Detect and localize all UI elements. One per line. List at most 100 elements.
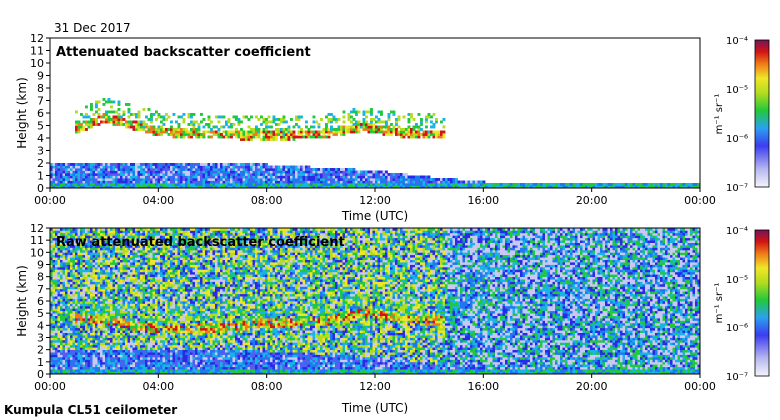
heatmap-cell	[67, 262, 71, 265]
heatmap-cell	[72, 245, 76, 248]
heatmap-cell	[362, 180, 366, 184]
heatmap-cell	[72, 269, 76, 273]
heatmap-cell	[150, 271, 153, 275]
heatmap-cell	[412, 133, 416, 136]
heatmap-cell	[107, 337, 111, 341]
heatmap-cell	[102, 371, 106, 375]
heatmap-cell	[185, 133, 188, 136]
heatmap-cell	[87, 228, 91, 231]
colorbar-tick: 10⁻⁷	[726, 183, 748, 194]
heatmap-cell	[395, 123, 398, 126]
heatmap-cell	[52, 180, 56, 184]
heatmap-cell	[85, 361, 88, 365]
heatmap-cell	[82, 320, 86, 324]
heatmap-cell	[247, 168, 251, 171]
heatmap-cell	[65, 247, 68, 251]
heatmap-cell	[107, 173, 111, 176]
heatmap-cell	[52, 313, 56, 316]
heatmap-cell	[150, 369, 153, 372]
heatmap-cell	[142, 318, 146, 321]
colorbar-tick: 10⁻⁶	[726, 134, 748, 145]
heatmap-cell	[142, 310, 146, 314]
heatmap-cell	[152, 113, 156, 116]
heatmap-cell	[87, 325, 91, 329]
heatmap-cell	[132, 366, 136, 370]
heatmap-cell	[147, 303, 151, 307]
heatmap-cell	[140, 288, 143, 292]
heatmap-cell	[90, 108, 93, 111]
heatmap-cell	[120, 276, 123, 280]
heatmap-cell	[407, 128, 411, 131]
heatmap-cell	[187, 130, 191, 134]
heatmap-cell	[152, 249, 156, 253]
heatmap-cell	[202, 163, 206, 166]
heatmap-cell	[65, 254, 68, 258]
heatmap-cell	[335, 120, 338, 124]
heatmap-cell	[152, 320, 156, 324]
heatmap-cell	[100, 163, 103, 166]
heatmap-cell	[190, 133, 193, 136]
heatmap-cell	[110, 298, 113, 302]
heatmap-cell	[357, 180, 361, 184]
heatmap-cell	[115, 313, 118, 316]
heatmap-cell	[125, 163, 128, 166]
heatmap-cell	[352, 175, 356, 179]
heatmap-cell	[115, 168, 118, 171]
heatmap-cell	[127, 361, 131, 365]
heatmap-cell	[87, 257, 91, 260]
heatmap-cell	[60, 325, 63, 329]
heatmap-cell	[402, 185, 406, 189]
heatmap-cell	[192, 185, 196, 189]
heatmap-cell	[97, 293, 101, 297]
heatmap-cell	[135, 284, 138, 287]
heatmap-cell	[147, 315, 151, 319]
heatmap-cell	[392, 128, 396, 131]
heatmap-cell	[417, 128, 421, 131]
heatmap-cell	[95, 266, 98, 270]
heatmap-cell	[117, 232, 121, 236]
heatmap-cell	[307, 133, 311, 136]
heatmap-cell	[420, 123, 423, 126]
heatmap-cell	[100, 344, 103, 348]
heatmap-cell	[335, 118, 338, 121]
heatmap-cell	[200, 120, 203, 124]
panel-title: Attenuated backscatter coefficient	[56, 45, 311, 60]
heatmap-cell	[97, 301, 101, 304]
heatmap-cell	[395, 183, 398, 186]
heatmap-cell	[77, 286, 81, 290]
heatmap-cell	[110, 237, 113, 241]
heatmap-cell	[407, 180, 411, 184]
heatmap-cell	[390, 123, 393, 126]
heatmap-cell	[72, 163, 76, 166]
heatmap-cell	[55, 335, 58, 338]
heatmap-cell	[170, 165, 173, 169]
heatmap-cell	[232, 163, 236, 166]
heatmap-cell	[80, 230, 83, 234]
heatmap-cell	[542, 185, 546, 189]
heatmap-cell	[85, 337, 88, 341]
heatmap-cell	[405, 180, 408, 184]
footer-label: Kumpula CL51 ceilometer	[4, 403, 177, 417]
heatmap-cell	[82, 269, 86, 273]
heatmap-cell	[92, 266, 96, 270]
heatmap-cell	[115, 257, 118, 260]
heatmap-cell	[310, 173, 313, 176]
heatmap-cell	[110, 262, 113, 265]
heatmap-cell	[85, 115, 88, 119]
heatmap-cell	[72, 252, 76, 256]
heatmap-cell	[142, 175, 146, 179]
heatmap-cell	[52, 342, 56, 346]
heatmap-cell	[127, 344, 131, 348]
heatmap-cell	[90, 305, 93, 309]
heatmap-cell	[185, 180, 188, 184]
heatmap-cell	[402, 175, 406, 179]
heatmap-cell	[90, 284, 93, 287]
heatmap-cell	[250, 185, 253, 189]
heatmap-cell	[610, 185, 613, 189]
heatmap-cell	[112, 318, 116, 321]
heatmap-cell	[80, 296, 83, 299]
heatmap-cell	[77, 279, 81, 282]
heatmap-cell	[90, 125, 93, 129]
heatmap-cell	[80, 369, 83, 372]
heatmap-cell	[117, 332, 121, 336]
